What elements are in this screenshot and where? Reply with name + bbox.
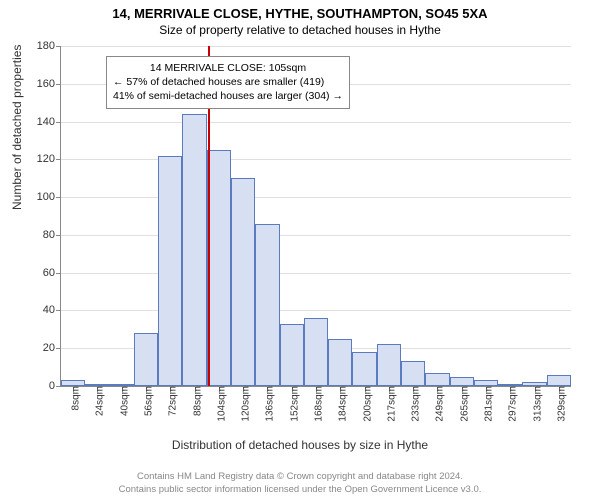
- xtick-label: 40sqm: [113, 386, 130, 416]
- histogram-bar: [450, 377, 474, 386]
- histogram-bar: [401, 361, 425, 386]
- xtick-label: 104sqm: [210, 386, 227, 422]
- ytick-label: 40: [43, 304, 61, 316]
- chart-subtitle: Size of property relative to detached ho…: [0, 21, 600, 37]
- footer-line-2: Contains public sector information licen…: [0, 484, 600, 496]
- chart-title: 14, MERRIVALE CLOSE, HYTHE, SOUTHAMPTON,…: [0, 0, 600, 21]
- x-axis-label: Distribution of detached houses by size …: [0, 438, 600, 452]
- xtick-label: 297sqm: [502, 386, 519, 422]
- ytick-label: 60: [43, 267, 61, 279]
- histogram-bar: [304, 318, 328, 386]
- xtick-label: 313sqm: [526, 386, 543, 422]
- gridline-h: [61, 46, 571, 47]
- xtick-label: 24sqm: [89, 386, 106, 416]
- xtick-label: 329sqm: [550, 386, 567, 422]
- xtick-label: 168sqm: [308, 386, 325, 422]
- xtick-label: 217sqm: [380, 386, 397, 422]
- histogram-bar: [158, 156, 182, 386]
- gridline-h: [61, 235, 571, 236]
- ytick-label: 0: [49, 380, 61, 392]
- annotation-box: 14 MERRIVALE CLOSE: 105sqm← 57% of detac…: [106, 56, 350, 109]
- annotation-line: 14 MERRIVALE CLOSE: 105sqm: [113, 61, 343, 75]
- gridline-h: [61, 310, 571, 311]
- histogram-bar: [425, 373, 449, 386]
- xtick-label: 200sqm: [356, 386, 373, 422]
- histogram-bar: [255, 224, 279, 386]
- histogram-bar: [377, 344, 401, 386]
- xtick-label: 72sqm: [162, 386, 179, 416]
- ytick-label: 100: [37, 191, 61, 203]
- histogram-bar: [134, 333, 158, 386]
- gridline-h: [61, 273, 571, 274]
- xtick-label: 184sqm: [332, 386, 349, 422]
- xtick-label: 152sqm: [283, 386, 300, 422]
- xtick-label: 281sqm: [478, 386, 495, 422]
- ytick-label: 120: [37, 153, 61, 165]
- xtick-label: 56sqm: [138, 386, 155, 416]
- histogram-bar: [280, 324, 304, 386]
- xtick-label: 8sqm: [65, 386, 82, 410]
- ytick-label: 140: [37, 116, 61, 128]
- histogram-bar: [352, 352, 376, 386]
- histogram-bar: [328, 339, 352, 386]
- xtick-label: 136sqm: [259, 386, 276, 422]
- ytick-label: 160: [37, 78, 61, 90]
- xtick-label: 249sqm: [429, 386, 446, 422]
- gridline-h: [61, 159, 571, 160]
- histogram-bar: [547, 375, 571, 386]
- xtick-label: 233sqm: [405, 386, 422, 422]
- histogram-bar: [207, 150, 231, 386]
- ytick-label: 80: [43, 229, 61, 241]
- xtick-label: 120sqm: [235, 386, 252, 422]
- histogram-bar: [182, 114, 206, 386]
- footer-line-1: Contains HM Land Registry data © Crown c…: [0, 471, 600, 483]
- gridline-h: [61, 197, 571, 198]
- ytick-label: 20: [43, 342, 61, 354]
- y-axis-label: Number of detached properties: [10, 45, 24, 210]
- annotation-line: ← 57% of detached houses are smaller (41…: [113, 75, 343, 89]
- xtick-label: 265sqm: [453, 386, 470, 422]
- xtick-label: 88sqm: [186, 386, 203, 416]
- plot-area: 0204060801001201401601808sqm24sqm40sqm56…: [60, 46, 571, 387]
- ytick-label: 180: [37, 40, 61, 52]
- annotation-line: 41% of semi-detached houses are larger (…: [113, 89, 343, 103]
- chart-footer: Contains HM Land Registry data © Crown c…: [0, 471, 600, 496]
- histogram-bar: [231, 178, 255, 386]
- gridline-h: [61, 122, 571, 123]
